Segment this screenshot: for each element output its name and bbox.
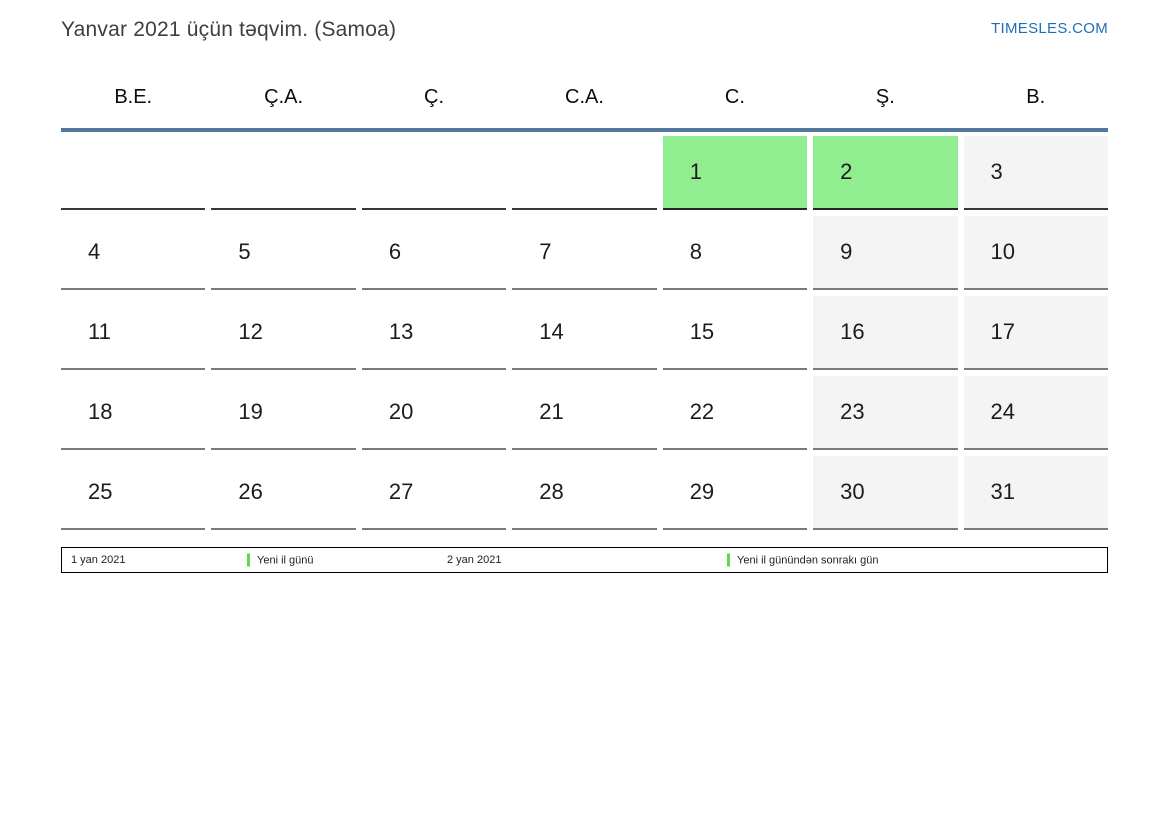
day-cell: 3 [963, 136, 1108, 210]
day-number: 8 [689, 239, 702, 264]
weekday-header-wed: Ç. [424, 86, 445, 108]
day-number: 20 [388, 399, 414, 424]
day-number: 25 [88, 479, 113, 504]
day-number: 17 [990, 319, 1016, 344]
day-cell: 4 [61, 216, 206, 290]
day-cell: 10 [963, 216, 1108, 290]
day-cell: 24 [963, 376, 1108, 450]
day-number: 3 [990, 159, 1003, 184]
week-row-5: 25 26 27 28 29 30 31 [61, 456, 1108, 530]
day-number: 9 [840, 239, 853, 264]
day-number: 23 [840, 399, 865, 424]
holiday-marker-icon [247, 553, 250, 567]
day-number: 1 [689, 159, 702, 184]
day-cell: 31 [963, 456, 1108, 530]
day-number: 26 [238, 479, 263, 504]
day-cell: 7 [512, 216, 657, 290]
day-cell: 12 [211, 296, 356, 370]
page-title: Yanvar 2021 üçün təqvim. (Samoa) [61, 18, 397, 41]
calendar-grid: 1 2 3 4 5 6 7 8 9 10 11 12 13 14 15 16 1… [61, 136, 1108, 530]
weekday-header-thu: C.A. [565, 86, 604, 108]
day-number: 28 [539, 479, 564, 504]
weekday-header-tue: Ç.A. [264, 86, 304, 108]
day-number: 24 [990, 399, 1016, 424]
weekday-header-mon: B.E. [114, 86, 153, 108]
day-cell: 28 [512, 456, 657, 530]
day-cell-holiday: 1 [662, 136, 808, 210]
day-cell: 26 [211, 456, 356, 530]
weekday-header-fri: C. [724, 86, 745, 108]
day-number: 19 [238, 399, 263, 424]
day-cell: 19 [211, 376, 356, 450]
legend-entry-2: Yeni il günündən sonrakı gün [727, 553, 879, 567]
day-cell: 29 [662, 456, 808, 530]
day-number: 10 [990, 239, 1016, 264]
weekday-header-sat: Ş. [875, 86, 895, 108]
week-row-1: 1 2 3 [61, 136, 1108, 210]
day-number: 31 [990, 479, 1016, 504]
day-number: 30 [840, 479, 865, 504]
day-cell-empty [211, 136, 356, 210]
day-number: 27 [388, 479, 414, 504]
week-row-3: 11 12 13 14 15 16 17 [61, 296, 1108, 370]
day-cell: 18 [61, 376, 206, 450]
header-divider-rule [61, 128, 1108, 132]
day-cell: 21 [512, 376, 657, 450]
legend-date-2: 2 yan 2021 [447, 554, 502, 566]
day-number: 7 [539, 239, 552, 264]
week-row-2: 4 5 6 7 8 9 10 [61, 216, 1108, 290]
day-cell: 14 [512, 296, 657, 370]
legend-date-1: 1 yan 2021 [71, 554, 126, 566]
day-cell: 20 [361, 376, 507, 450]
day-number: 29 [689, 479, 715, 504]
week-row-4: 18 19 20 21 22 23 24 [61, 376, 1108, 450]
holiday-marker-icon [727, 553, 730, 567]
weekday-header-row: B.E. Ç.A. Ç. C.A. C. Ş. B. [61, 86, 1108, 109]
day-number: 4 [88, 239, 101, 264]
day-number: 15 [689, 319, 715, 344]
day-number: 22 [689, 399, 715, 424]
day-number: 11 [88, 319, 111, 344]
day-number: 13 [388, 319, 414, 344]
day-cell: 25 [61, 456, 206, 530]
day-cell: 9 [813, 216, 958, 290]
day-number: 5 [238, 239, 251, 264]
day-number: 6 [388, 239, 402, 264]
day-number: 21 [539, 399, 564, 424]
day-cell: 13 [361, 296, 507, 370]
weekday-header-sun: B. [1026, 86, 1046, 108]
day-number: 14 [539, 319, 564, 344]
day-cell: 5 [211, 216, 356, 290]
day-cell: 11 [61, 296, 206, 370]
day-cell: 6 [361, 216, 507, 290]
day-cell: 22 [662, 376, 808, 450]
day-cell: 16 [813, 296, 958, 370]
day-number: 12 [238, 319, 263, 344]
day-cell-holiday: 2 [813, 136, 958, 210]
day-number: 16 [840, 319, 865, 344]
day-cell: 15 [662, 296, 808, 370]
legend-label-1: Yeni il günü [257, 554, 314, 566]
day-cell: 30 [813, 456, 958, 530]
legend-box: 1 yan 2021 Yeni il günü 2 yan 2021 Yeni … [61, 547, 1108, 573]
day-cell: 17 [963, 296, 1108, 370]
day-cell-empty [61, 136, 206, 210]
day-cell: 8 [662, 216, 808, 290]
top-bar: Yanvar 2021 üçün təqvim. (Samoa) TIMESLE… [61, 18, 1108, 42]
day-cell-empty [512, 136, 657, 210]
legend-label-2: Yeni il günündən sonrakı gün [737, 554, 879, 566]
day-cell: 27 [361, 456, 507, 530]
day-number: 2 [840, 159, 853, 184]
legend-entry-1: Yeni il günü [247, 553, 314, 567]
brand-link[interactable]: TIMESLES.COM [991, 20, 1108, 37]
day-cell-empty [361, 136, 507, 210]
day-number: 18 [88, 399, 113, 424]
day-cell: 23 [813, 376, 958, 450]
